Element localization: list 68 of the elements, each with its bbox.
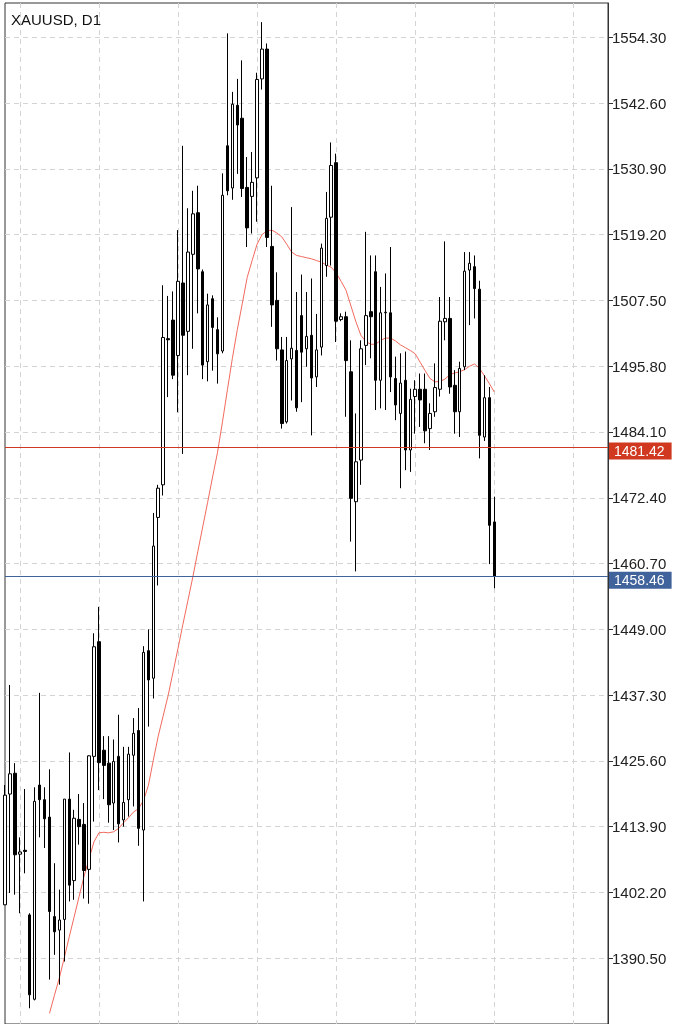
text: XAUUSD, D1 [11,11,102,28]
candlestick [280,336,284,430]
candlestick [483,374,486,442]
candlestick [478,280,481,459]
candlestick [463,251,466,371]
y-tick-label: 1472.40 [612,489,667,507]
candlestick [493,496,496,589]
y-tick-label: 1495.80 [612,357,667,375]
candlestick [28,912,31,1009]
candlestick [226,32,229,196]
y-tick-label: 1554.30 [612,28,667,46]
candlestick [488,386,491,565]
candlestick [206,293,209,382]
candlestick [211,294,214,372]
candlestick [3,784,7,906]
candlestick [473,254,476,319]
y-tick-label: 1530.90 [612,160,667,178]
candlestick [48,768,51,981]
candlestick [152,512,155,699]
candlestick [127,746,130,818]
candlestick [231,91,234,201]
candlestick [295,291,298,413]
candlestick [38,692,41,838]
y-tick-label: 1425.60 [612,752,667,770]
y-tick-label: 1460.70 [612,555,667,573]
candlestick [315,313,318,388]
candlestick [399,352,402,489]
candlestick [389,246,392,393]
candlestick [384,272,387,411]
candlestick [290,206,293,401]
candlestick [325,191,328,278]
y-tick-label: 1519.20 [612,226,667,244]
candlestick [300,274,303,403]
candlestick [379,286,382,409]
candlestick [122,746,125,828]
candlestick [33,786,36,1001]
candlestick [394,356,397,421]
candlestick [310,277,313,436]
line-series [48,229,495,1014]
ref-line-label: 1481.42 [614,443,665,460]
y-tick-label: 1507.50 [612,291,667,309]
candlestick [137,707,140,847]
candlestick [404,351,407,471]
candlestick [359,339,363,486]
candlestick [58,889,61,986]
candlestick [63,798,66,963]
candlestick [320,243,323,357]
candlestick [43,786,46,849]
candlestick [305,291,308,368]
candlestick [468,251,471,326]
y-tick-label: 1484.10 [612,423,667,441]
y-tick-label: 1402.20 [612,883,667,901]
candlestick [53,862,56,956]
candlestick [142,645,145,902]
candlestick [221,172,224,354]
candlestick [201,268,204,380]
candlestick [409,388,412,473]
y-tick-label: 1449.00 [612,620,667,638]
candlestick [156,484,160,586]
y-tick-label: 1413.90 [612,818,667,836]
y-tick-label: 1437.30 [612,686,667,704]
candlestick [216,316,219,385]
y-tick-label: 1390.50 [612,949,667,967]
candlestick [132,717,135,807]
ref-line-label: 1458.46 [614,572,665,589]
candlestick [147,628,150,728]
candlestick [117,714,120,843]
y-tick-label: 1542.60 [612,94,667,112]
